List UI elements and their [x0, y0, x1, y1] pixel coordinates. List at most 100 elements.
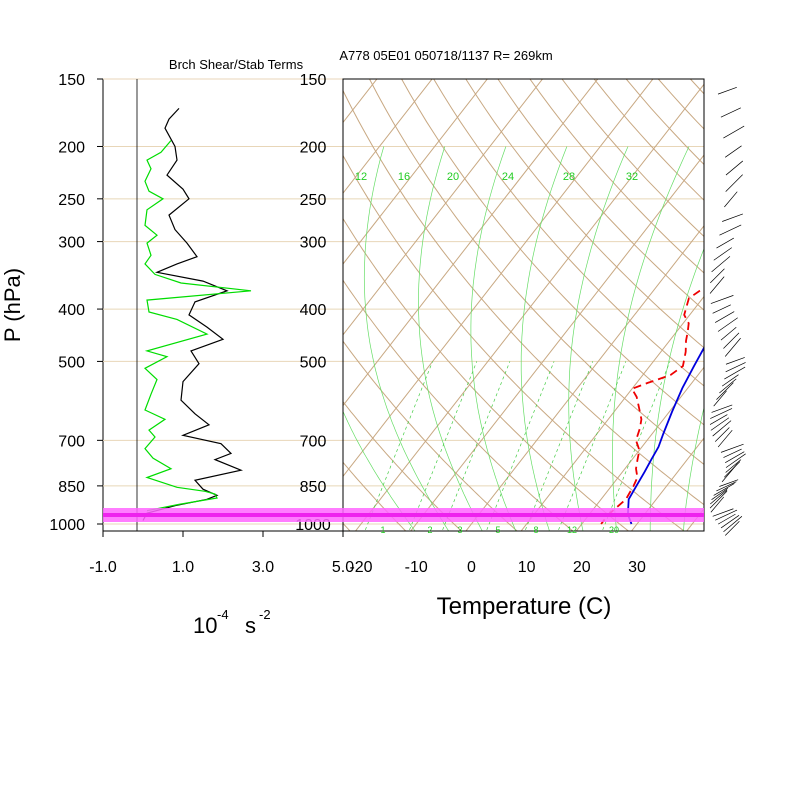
wind-barb [716, 383, 733, 400]
stability-series-line [145, 141, 251, 511]
surface-layer-band [103, 508, 704, 522]
isotherm [518, 63, 800, 536]
skewt-title: A778 05E01 050718/1137 R= 269km [339, 48, 552, 63]
isotherm [0, 63, 169, 536]
wind-barb [725, 338, 740, 356]
isotherm [76, 63, 445, 536]
dry-adiabat [393, 63, 800, 536]
wind-barb [722, 214, 743, 222]
wind-barb [718, 87, 737, 94]
wind-barb [713, 305, 731, 313]
dry-adiabat [362, 63, 800, 536]
isotherm [0, 63, 334, 536]
y-tick-label: 400 [58, 302, 85, 319]
mixing-ratio-bottom-label: 2 [427, 525, 432, 535]
wind-barb [725, 146, 741, 157]
dewpoint-profile [601, 144, 732, 524]
dry-adiabat [582, 63, 800, 536]
isotherm [0, 63, 279, 536]
y-tick-label: 700 [300, 433, 327, 450]
dry-adiabat [550, 63, 800, 536]
dry-adiabat [110, 63, 354, 536]
wind-barb [714, 391, 727, 406]
mixing-ratio-label: 20 [447, 171, 459, 183]
y-tick-label: 300 [58, 235, 85, 252]
wind-barb [710, 408, 732, 418]
y-tick-label: 150 [58, 72, 85, 89]
y-tick-label: 400 [300, 302, 327, 319]
wind-barb [724, 192, 737, 207]
x-tick-label: 3.0 [252, 559, 274, 576]
dry-adiabat [708, 63, 800, 536]
units-label: 10 -4 s -2 [193, 607, 271, 638]
dry-adiabat [173, 63, 466, 536]
y-tick-label: 700 [58, 433, 85, 450]
isotherm [628, 63, 800, 536]
y-tick-label: 850 [58, 479, 85, 496]
wind-barb [721, 108, 741, 117]
wind-barb [721, 444, 744, 452]
isotherm [0, 63, 224, 536]
y-tick-label: 500 [58, 354, 85, 371]
x-tick-label: 10 [518, 559, 536, 576]
wind-barb [726, 362, 746, 371]
dry-adiabat [613, 63, 800, 536]
dry-adiabat [770, 63, 800, 536]
isotherm [573, 63, 800, 536]
dry-adiabat [299, 63, 690, 536]
wind-barb [726, 161, 743, 175]
wind-barb [718, 514, 735, 524]
stability-series [143, 108, 251, 520]
moist-adiabat [521, 147, 567, 536]
isotherm [407, 63, 776, 536]
x-tick-label: -10 [405, 559, 428, 576]
wind-barb [710, 415, 727, 425]
mixing-ratio-bottom-label: 8 [533, 525, 538, 535]
units-unit-exponent: -2 [259, 607, 271, 622]
isotherm [352, 63, 721, 536]
isotherm [242, 63, 611, 536]
dry-adiabat [676, 63, 800, 536]
wind-barb [710, 491, 727, 508]
x-tick-label: 30 [628, 559, 646, 576]
units-exponent: -4 [217, 607, 229, 622]
stability-title: Brch Shear/Stab Terms [169, 57, 304, 72]
wind-barb [726, 357, 745, 364]
dry-adiabat [519, 63, 800, 536]
wind-barb [723, 126, 744, 138]
mixing-ratio-label: 24 [502, 171, 514, 183]
dry-adiabat [141, 63, 410, 536]
wind-barb [719, 225, 741, 235]
y-tick-label: 200 [58, 139, 85, 156]
mixing-ratio-label: 28 [563, 171, 575, 183]
mixing-ratio-bottom-label: 20 [609, 525, 619, 535]
wind-barb [710, 490, 727, 504]
wind-barb [726, 175, 743, 192]
x-tick-label: -1.0 [89, 559, 117, 576]
wind-barb [714, 248, 732, 261]
wind-barb [715, 312, 734, 323]
wind-barbs [710, 87, 746, 535]
y-tick-label: 200 [300, 139, 327, 156]
mixing-ratio-label: 16 [398, 171, 410, 183]
wind-barb [713, 509, 734, 517]
wind-barb [711, 418, 729, 431]
wind-barb [715, 427, 729, 441]
wind-barb [722, 464, 737, 482]
isotherm [683, 63, 800, 536]
wind-barb [710, 277, 724, 294]
units-base: 10 [193, 613, 217, 638]
wind-barb [717, 238, 734, 248]
dry-adiabat [487, 63, 800, 536]
wind-barb [712, 256, 730, 271]
moist-adiabat [471, 147, 518, 536]
y-tick-label: 1000 [49, 517, 85, 534]
dry-adiabat [739, 63, 800, 536]
dry-adiabat [204, 63, 522, 536]
skewt-panel: A778 05E01 050718/1137 R= 269km 15020025… [0, 48, 800, 620]
units-unit: s [245, 613, 256, 638]
